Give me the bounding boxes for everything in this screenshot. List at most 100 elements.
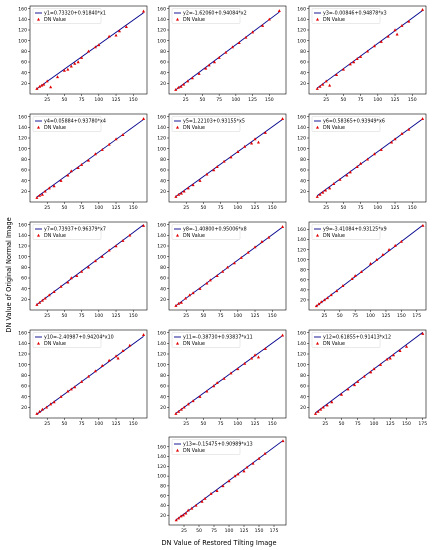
panel-5-data-point [177,192,181,196]
panel-10-legend-fit-label: y10=-2.40987+0.94204*x10 [44,335,114,341]
panel-12-data-point [339,392,344,396]
panel-8-data-point [198,286,202,290]
panel-2-data-point [261,24,265,27]
panel-3-x-tick-label: 75 [358,97,364,103]
panel-1-data-point [62,68,66,72]
panel-10-data-point [80,380,84,383]
panel-1-legend-fit-label: y1=0.73320+0.91840*x1 [44,11,106,17]
panel-11-legend-fit-label: y11=-0.38730+0.93837*x11 [183,335,253,341]
panel-13-data-point [174,518,178,522]
panel-1-data-point [45,79,49,83]
panel-1-data-point [80,56,84,59]
panel-10-data-point [116,356,120,360]
panel-9-data-point [399,239,403,243]
panel-8-plot-area [174,225,285,307]
panel-11-data-point [253,353,257,357]
panel-2-data-point [212,60,216,64]
panel-6-legend-points-label: DN Value [323,125,345,131]
panel-4-data-point [38,193,42,197]
panel-4-data-point [47,186,51,190]
panel-12-y-tick-label: 60 [300,384,306,390]
panel-4-data-point [66,173,70,177]
panel-13-x-tick-label: 75 [211,528,217,534]
panel-3-data-point [318,84,322,88]
panel-8-data-point [246,250,250,254]
panel-6-x-tick-label: 125 [391,205,400,211]
panel-2-data-point [207,63,211,67]
panel-1-y-tick-label: 160 [18,6,27,12]
panel-12-data-point [378,362,383,366]
panel-4-data-point [107,142,111,146]
panel-3-data-point [395,32,399,36]
panel-5-legend-marker-swatch [175,125,180,129]
panel-2-y-tick-label: 40 [160,70,166,76]
panel-7-data-point [47,293,51,297]
panel-2-y-tick-label: 60 [160,60,166,66]
panel-2-legend-points-label: DN Value [183,17,205,23]
panel-8-x-tick-label: 100 [233,313,242,319]
panel-12-data-point [372,367,376,371]
panel-13-x-tick-label: 50 [196,528,202,534]
panel-11-data-point [205,389,209,393]
panel-13-data-point [233,474,237,478]
panel-2-data-point [182,82,186,86]
panel-12-data-point [362,374,366,378]
panel-2-x-tick-label: 75 [216,97,222,103]
panel-7-legend-marker-swatch [36,233,41,237]
panel-1-data-point [38,84,42,88]
panel-13-y-tick-label: 120 [157,464,166,470]
panel-5-plot-area [174,117,285,198]
panel-7-x-tick-label: 75 [79,313,85,319]
panel-13-data-point [245,465,249,469]
panel-3-x-tick-label: 50 [340,97,346,103]
panel-3-legend-fit-label: y3=-0.00846+0.94878*x3 [323,11,387,17]
panel-1-x-tick-label: 50 [61,97,67,103]
panel-1-x-tick-label: 125 [112,97,121,103]
panel-1-legend-box [32,8,102,24]
panel-8-x-tick-label: 50 [200,313,206,319]
panel-4-data-point [52,184,56,188]
panel-9-data-point [353,274,357,277]
panel-1-data-point [107,34,111,38]
panel-13-y-tick-label: 100 [157,474,166,480]
panel-12-legend-box [311,332,381,348]
panel-6-data-point [421,117,425,120]
panel-1-data-point [142,9,146,13]
panel-2-data-point [204,66,208,70]
panel-12-legend-marker-swatch [315,341,320,345]
panel-3-data-point [379,40,383,43]
panel-9-x-tick-label: 175 [412,313,421,319]
panel-7-data-point [59,284,63,288]
panel-8-legend-marker-swatch [175,233,180,237]
panel-9-x-tick-label: 150 [397,313,406,319]
panel-1-y-tick-label: 140 [18,17,27,23]
panel-4-x-tick-label: 75 [79,205,85,211]
panel-10-data-point [100,364,104,367]
panel-3-data-point [355,57,359,60]
panel-13-y-tick-label: 160 [157,444,166,450]
panel-12-y-tick-label: 40 [300,394,306,400]
panel-8-data-point [267,235,271,239]
panel-7-y-tick-label: 40 [21,286,27,292]
panel-12-fit-line [315,331,424,414]
panel-7-x-tick-label: 100 [94,313,103,319]
panel-10-data-point [128,343,132,347]
panel-9-legend-points-label: DN Value [323,233,345,239]
panel-5-data-point [174,194,178,198]
panel-11-y-tick-label: 40 [160,394,166,400]
panel-8-data-point [281,225,285,228]
panel-4-y-tick-label: 40 [21,178,27,184]
panel-9-x-tick-label: 125 [382,313,391,319]
panel-6-data-point [318,192,322,196]
panel-13-x-tick-label: 100 [225,528,234,534]
panel-12-y-tick-label: 100 [297,362,306,368]
panel-12-data-point [352,383,357,387]
panel-10-legend-points-label: DN Value [44,341,66,347]
panel-7-legend-points-label: DN Value [44,233,66,239]
panel-7: 25 50 75 100 125 150 20 40 60 80 100 120 140 160 y7=0.… [18,221,148,319]
panel-2-y-tick-label: 80 [160,49,166,55]
figure-y-axis-label: DN Value of Original Normal Image [5,217,13,332]
panel-6-legend-fit-label: y6=0.58365+0.93949*x6 [323,119,385,125]
